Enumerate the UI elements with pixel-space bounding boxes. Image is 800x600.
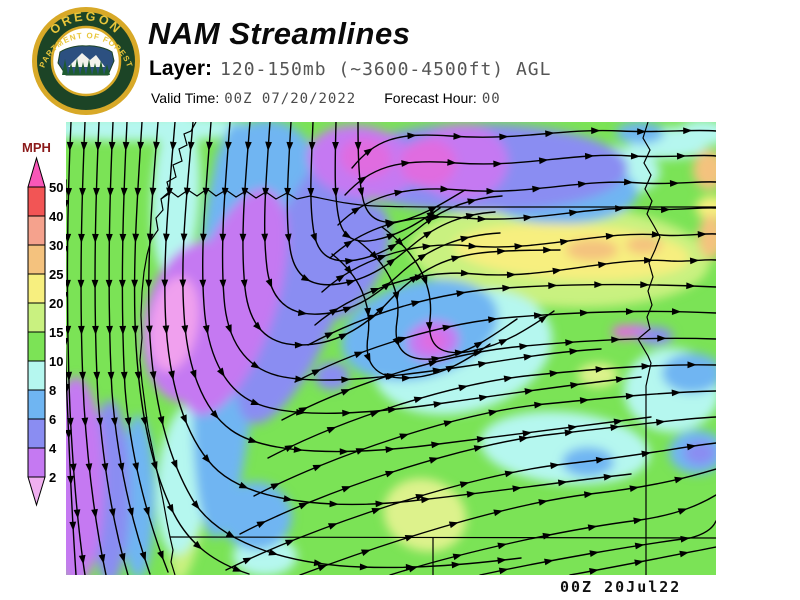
- legend-tick-label: 20: [49, 296, 63, 311]
- legend-above-max-arrow: [27, 156, 46, 188]
- legend-below-min-arrow: [27, 476, 46, 507]
- layer-line: Layer: 120-150mb (~3600-4500ft) AGL: [149, 57, 551, 81]
- legend-tick-label: 6: [49, 412, 56, 427]
- legend-segment: [27, 331, 46, 362]
- forecast-hour-value: 00: [481, 91, 501, 107]
- speed-legend: MPH 50 40 30 25 20 15 10 8 6 4 2: [22, 140, 63, 507]
- legend-segment: [27, 186, 46, 217]
- legend-tick-label: 25: [49, 267, 63, 282]
- legend-title: MPH: [22, 140, 51, 155]
- legend-tick-label: 40: [49, 209, 63, 224]
- legend-segment: [27, 244, 46, 275]
- legend-segment: [27, 447, 46, 478]
- map-timestamp-caption: 00Z 20Jul22: [560, 578, 682, 596]
- legend-segment: [27, 215, 46, 246]
- streamline-arrows: [66, 127, 707, 575]
- legend-tick-label: 4: [49, 441, 57, 456]
- coastline: [139, 122, 197, 575]
- layer-label: Layer:: [149, 57, 213, 80]
- odf-logo: OREGON DEPARTMENT OF FORESTRY: [30, 5, 140, 115]
- legend-segment: [27, 273, 46, 304]
- valid-time-label: Valid Time:: [151, 90, 220, 106]
- legend-tick-label: 15: [49, 325, 63, 340]
- california-border: [169, 536, 716, 539]
- logo-trees: [62, 58, 110, 75]
- forecast-hour-label: Forecast Hour:: [384, 90, 477, 106]
- legend-tick-label: 2: [49, 470, 56, 485]
- legend-segment: [27, 418, 46, 449]
- legend-tick-label: 50: [49, 180, 63, 195]
- page-title: NAM Streamlines: [148, 16, 411, 51]
- valid-time-value: 00Z 07/20/2022: [224, 91, 357, 107]
- legend-tick-label: 10: [49, 354, 63, 369]
- legend-tick-label: 30: [49, 238, 63, 253]
- valid-time-line: Valid Time: 00Z 07/20/2022 Forecast Hour: 0…: [151, 90, 501, 107]
- legend-segment: [27, 302, 46, 333]
- legend-tick-label: 8: [49, 383, 56, 398]
- legend-segment: [27, 360, 46, 391]
- columbia-river-wa-border: [160, 188, 716, 208]
- state-borders: [139, 122, 716, 575]
- idaho-border: [637, 122, 661, 575]
- layer-value: 120-150mb (~3600-4500ft) AGL: [220, 59, 552, 80]
- legend-segment: [27, 389, 46, 420]
